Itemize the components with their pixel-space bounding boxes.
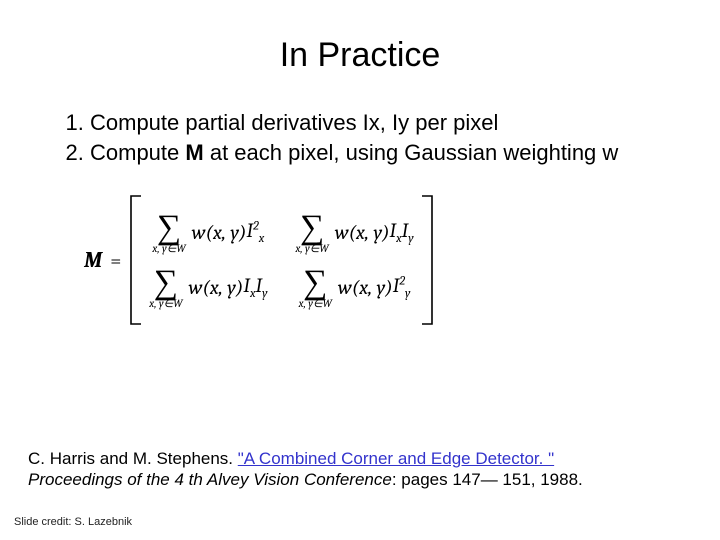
sigma-symbol: ∑ [154, 266, 178, 300]
matrix-formula: M = ∑ x, y∈W w(x, y)I2x ∑ x, y∈W w(x, y)… [84, 195, 692, 325]
matrix-cell-12: ∑ x, y∈W w(x, y)IxIy [295, 211, 413, 254]
sigma-icon: ∑ x, y∈W [152, 211, 185, 254]
list-item-2-a: Compute [90, 140, 185, 165]
term-wxy: w(x, y) [335, 221, 390, 244]
sigma-icon: ∑ x, y∈W [299, 266, 332, 309]
citation-rest: : pages 147— 151, 1988. [392, 470, 583, 489]
slide: In Practice Compute partial derivatives … [0, 0, 720, 540]
list-item-1-text: Compute partial derivatives Ix, Iy per p… [90, 110, 498, 135]
matrix-body: ∑ x, y∈W w(x, y)I2x ∑ x, y∈W w(x, y)IxIy… [143, 203, 419, 317]
term-Ix2: I2x [246, 219, 264, 246]
citation-link[interactable]: "A Combined Corner and Edge Detector. " [238, 449, 554, 468]
citation-proceedings: Proceedings of the 4 th Alvey Vision Con… [28, 470, 392, 489]
equals-sign: = [110, 249, 121, 272]
term-wxy: w(x, y) [338, 276, 393, 299]
term-IxIy: IxIy [243, 274, 267, 301]
list-item-2-c: at each pixel, using Gaussian weighting … [204, 140, 619, 165]
left-bracket-icon [129, 195, 143, 325]
slide-credit: Slide credit: S. Lazebnik [14, 516, 132, 528]
sigma-symbol: ∑ [300, 211, 324, 245]
formula-lhs: M [84, 247, 102, 273]
list-item-1: Compute partial derivatives Ix, Iy per p… [90, 109, 672, 137]
citation-authors: C. Harris and M. Stephens. [28, 449, 238, 468]
sigma-sub: x, y∈W [295, 243, 328, 254]
citation: C. Harris and M. Stephens. "A Combined C… [28, 448, 692, 491]
term-IxIy: IxIy [390, 219, 414, 246]
matrix-cell-21: ∑ x, y∈W w(x, y)IxIy [149, 266, 267, 309]
term-wxy: w(x, y) [192, 221, 247, 244]
sigma-sub: x, y∈W [152, 243, 185, 254]
sigma-icon: ∑ x, y∈W [295, 211, 328, 254]
sigma-sub: x, y∈W [299, 298, 332, 309]
term-wxy: w(x, y) [189, 276, 244, 299]
sigma-icon: ∑ x, y∈W [149, 266, 182, 309]
ordered-list: Compute partial derivatives Ix, Iy per p… [56, 109, 672, 167]
right-bracket-icon [420, 195, 434, 325]
list-item-2-b: M [185, 140, 203, 165]
sigma-symbol: ∑ [157, 211, 181, 245]
term-Iy2: I2y [393, 274, 411, 301]
list-item-2: Compute M at each pixel, using Gaussian … [90, 139, 672, 167]
page-title: In Practice [28, 36, 692, 75]
matrix-cell-22: ∑ x, y∈W w(x, y)I2y [295, 266, 413, 309]
matrix-cell-11: ∑ x, y∈W w(x, y)I2x [149, 211, 267, 254]
sigma-sub: x, y∈W [149, 298, 182, 309]
sigma-symbol: ∑ [303, 266, 327, 300]
